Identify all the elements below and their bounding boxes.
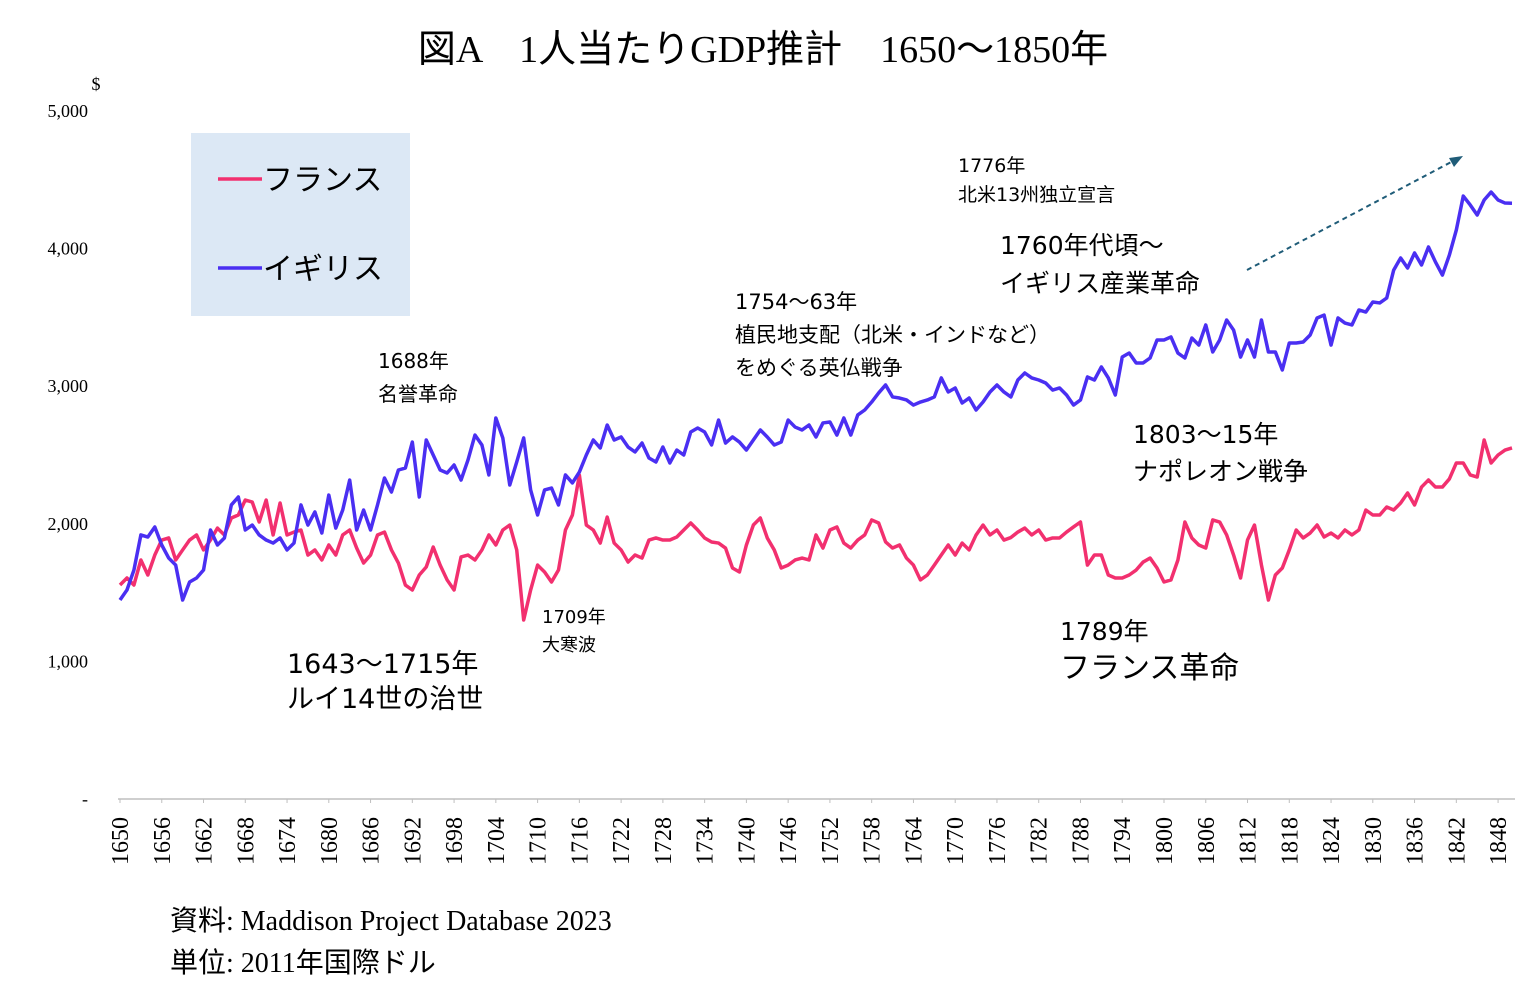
x-tick-label: 1716 — [567, 817, 593, 865]
x-tick-label: 1812 — [1236, 817, 1262, 865]
arrow-head — [1449, 156, 1463, 167]
x-tick-label: 1680 — [317, 817, 343, 865]
x-tick-label: 1722 — [609, 817, 635, 865]
annotation: イギリス産業革命 — [1000, 269, 1200, 298]
x-tick-label: 1752 — [818, 817, 844, 865]
annotation: 植民地支配（北米・インドなど） — [735, 323, 1050, 347]
x-tick-label: 1704 — [484, 817, 510, 865]
x-tick-label: 1692 — [400, 817, 426, 865]
y-tick-label: 2,000 — [48, 514, 89, 534]
legend-box — [191, 133, 410, 316]
y-tick-label: - — [82, 789, 88, 809]
x-tick-label: 1830 — [1361, 817, 1387, 865]
series-line — [118, 190, 1513, 602]
annotation: 名誉革命 — [378, 382, 458, 406]
annotation: 1789年 — [1060, 617, 1149, 646]
x-tick-label: 1734 — [693, 817, 719, 865]
x-tick-label: 1710 — [526, 817, 552, 865]
x-tick-label: 1848 — [1486, 817, 1512, 865]
y-tick-label: 1,000 — [48, 651, 89, 671]
annotation: 北米13州独立宣言 — [958, 184, 1115, 206]
annotation-arrow — [1246, 159, 1456, 271]
annotation: 大寒波 — [542, 635, 596, 656]
x-tick-label: 1650 — [108, 817, 134, 865]
annotation: ナポレオン戦争 — [1133, 457, 1308, 486]
annotation: 1643〜1715年 — [287, 649, 478, 680]
x-tick-label: 1698 — [442, 817, 468, 865]
x-tick-label: 1842 — [1444, 817, 1470, 865]
x-tick-label: 1788 — [1068, 817, 1094, 865]
x-tick-label: 1686 — [359, 817, 385, 865]
annotation: フランス革命 — [1060, 651, 1239, 686]
x-tick-label: 1824 — [1319, 817, 1345, 865]
x-tick-label: 1794 — [1110, 817, 1136, 865]
x-tick-label: 1764 — [901, 817, 927, 865]
y-unit: $ — [92, 74, 101, 94]
x-tick-label: 1728 — [651, 817, 677, 865]
x-tick-label: 1836 — [1403, 817, 1429, 865]
y-tick-label: 4,000 — [48, 239, 89, 259]
x-tick-label: 1770 — [943, 817, 969, 865]
annotation: ルイ14世の治世 — [287, 684, 483, 715]
legend-label: イギリス — [263, 252, 383, 287]
x-tick-label: 1674 — [275, 817, 301, 865]
x-tick-label: 1662 — [192, 817, 218, 865]
x-tick-label: 1806 — [1194, 817, 1220, 865]
x-tick-label: 1782 — [1027, 817, 1053, 865]
x-tick-label: 1668 — [233, 817, 259, 865]
y-tick-label: 3,000 — [48, 376, 89, 396]
annotation: 1803〜15年 — [1133, 420, 1278, 449]
annotation: 1754〜63年 — [735, 290, 857, 314]
x-tick-label: 1818 — [1277, 817, 1303, 865]
chart-title: 図A 1人当たりGDP推計 1650〜1850年 — [418, 29, 1108, 71]
x-tick-label: 1758 — [860, 817, 886, 865]
x-tick-label: 1740 — [734, 817, 760, 865]
annotation: 1709年 — [542, 607, 606, 628]
legend-label: フランス — [263, 163, 382, 198]
x-tick-label: 1776 — [985, 817, 1011, 865]
annotation: 1776年 — [958, 155, 1025, 177]
annotation: 1688年 — [378, 349, 449, 373]
source-note: 資料: Maddison Project Database 2023 — [170, 905, 612, 937]
annotation: 1760年代頃〜 — [1000, 231, 1164, 260]
annotation: をめぐる英仏戦争 — [735, 356, 903, 380]
x-tick-label: 1746 — [776, 817, 802, 865]
unit-note: 単位: 2011年国際ドル — [170, 947, 436, 979]
x-tick-label: 1800 — [1152, 817, 1178, 865]
series-line — [118, 438, 1513, 622]
y-tick-label: 5,000 — [48, 101, 89, 121]
x-tick-label: 1656 — [150, 817, 176, 865]
